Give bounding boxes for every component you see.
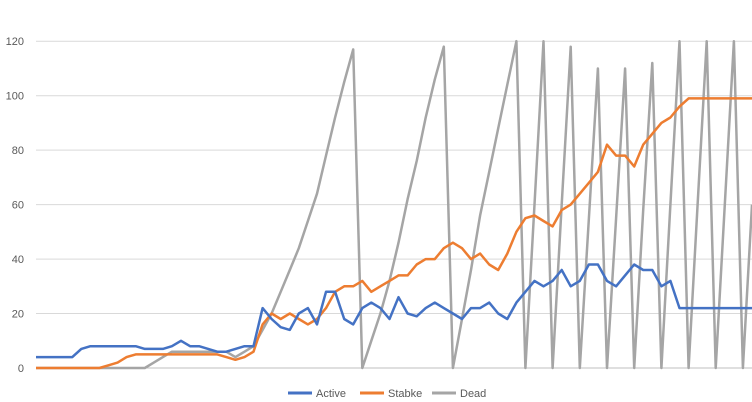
legend-label-stabke: Stabke [388, 388, 422, 400]
y-tick-label: 20 [12, 309, 24, 321]
legend: Active Stabke Dead [288, 388, 486, 400]
series-line-dead [36, 39, 752, 370]
series-lines [36, 39, 752, 370]
y-tick-label: 120 [6, 36, 24, 48]
y-axis: 0 20 40 60 80 100 120 [6, 36, 24, 375]
y-tick-label: 80 [12, 145, 24, 157]
y-tick-label: 60 [12, 200, 24, 212]
y-tick-label: 100 [6, 91, 24, 103]
legend-label-dead: Dead [460, 388, 486, 400]
series-line-stabke [36, 97, 752, 370]
y-tick-label: 0 [18, 363, 24, 375]
series-line-active [36, 263, 752, 359]
legend-label-active: Active [316, 388, 346, 400]
y-tick-label: 40 [12, 254, 24, 266]
